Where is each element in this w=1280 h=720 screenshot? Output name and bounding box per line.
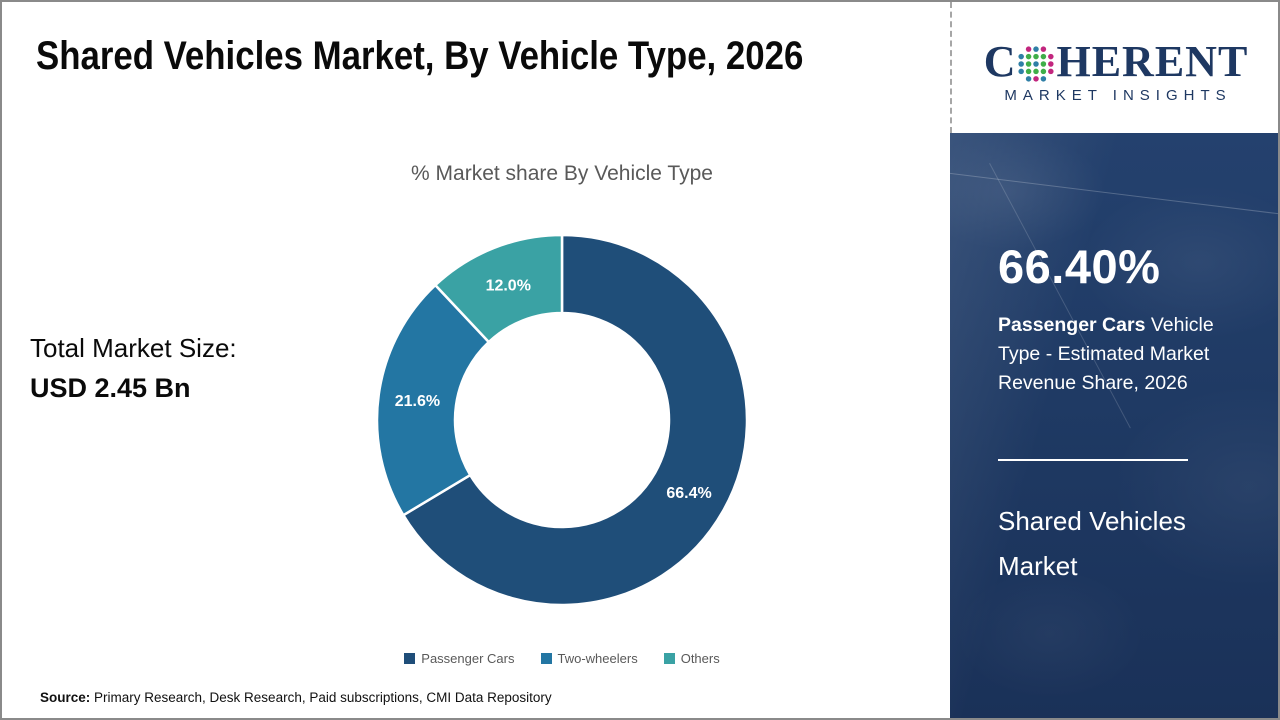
map-route-line xyxy=(950,170,1278,221)
donut-segment-others xyxy=(433,233,564,344)
legend-swatch xyxy=(404,653,416,664)
source-text: Primary Research, Desk Research, Paid su… xyxy=(90,690,552,705)
page-title: Shared Vehicles Market, By Vehicle Type,… xyxy=(36,34,804,78)
legend-item: Others xyxy=(663,651,720,666)
sidebar-divider xyxy=(998,459,1188,461)
sidebar-panel: 66.40% Passenger Cars Vehicle Type - Est… xyxy=(950,133,1278,718)
donut-segment-two-wheelers xyxy=(375,283,491,517)
donut-segment-passenger-cars xyxy=(401,233,749,607)
stat-value: 66.40% xyxy=(998,240,1161,293)
chart-legend: Passenger Cars Two-wheelers Others xyxy=(252,651,872,666)
stat-description-rest: Vehicle Type - Estimated Market Revenue … xyxy=(998,314,1214,394)
logo-letter-c: C xyxy=(983,36,1017,86)
legend-swatch xyxy=(663,653,675,664)
market-name: Shared Vehicles Market xyxy=(998,499,1186,589)
logo-subtitle: MARKET INSIGHTS xyxy=(1004,86,1232,104)
logo-wordmark: C HERENT xyxy=(983,36,1249,86)
total-market-size-block: Total Market Size: USD 2.45 Bn xyxy=(30,328,237,408)
donut-chart: 66.4% 21.6% 12.0% xyxy=(375,233,749,607)
logo-box: C HERENT MARKET INSIGHTS xyxy=(950,2,1278,133)
donut-slice-label: 66.4% xyxy=(666,485,711,502)
legend-swatch xyxy=(540,653,552,664)
stat-category-bold: Passenger Cars xyxy=(998,314,1146,336)
source-note: Source: Primary Research, Desk Research,… xyxy=(40,690,552,705)
legend-label: Others xyxy=(680,651,720,666)
logo-globe-icon xyxy=(1018,45,1055,82)
legend-item: Two-wheelers xyxy=(540,651,638,666)
market-name-line1: Shared Vehicles xyxy=(998,506,1186,536)
legend-item: Passenger Cars xyxy=(404,651,515,666)
stat-description: Passenger Cars Vehicle Type - Estimated … xyxy=(998,311,1246,398)
chart-title: % Market share By Vehicle Type xyxy=(411,162,713,185)
total-market-size-label: Total Market Size: xyxy=(30,333,237,363)
logo-letters-rest: HERENT xyxy=(1056,36,1249,86)
legend-label: Two-wheelers xyxy=(557,651,638,666)
donut-slice-label: 21.6% xyxy=(395,393,440,410)
donut-slice-label: 12.0% xyxy=(486,277,531,294)
legend-label: Passenger Cars xyxy=(421,651,515,666)
total-market-size-value: USD 2.45 Bn xyxy=(30,373,191,403)
world-map-texture xyxy=(950,133,1278,718)
market-name-line2: Market xyxy=(998,551,1078,581)
source-label: Source: xyxy=(40,690,91,705)
